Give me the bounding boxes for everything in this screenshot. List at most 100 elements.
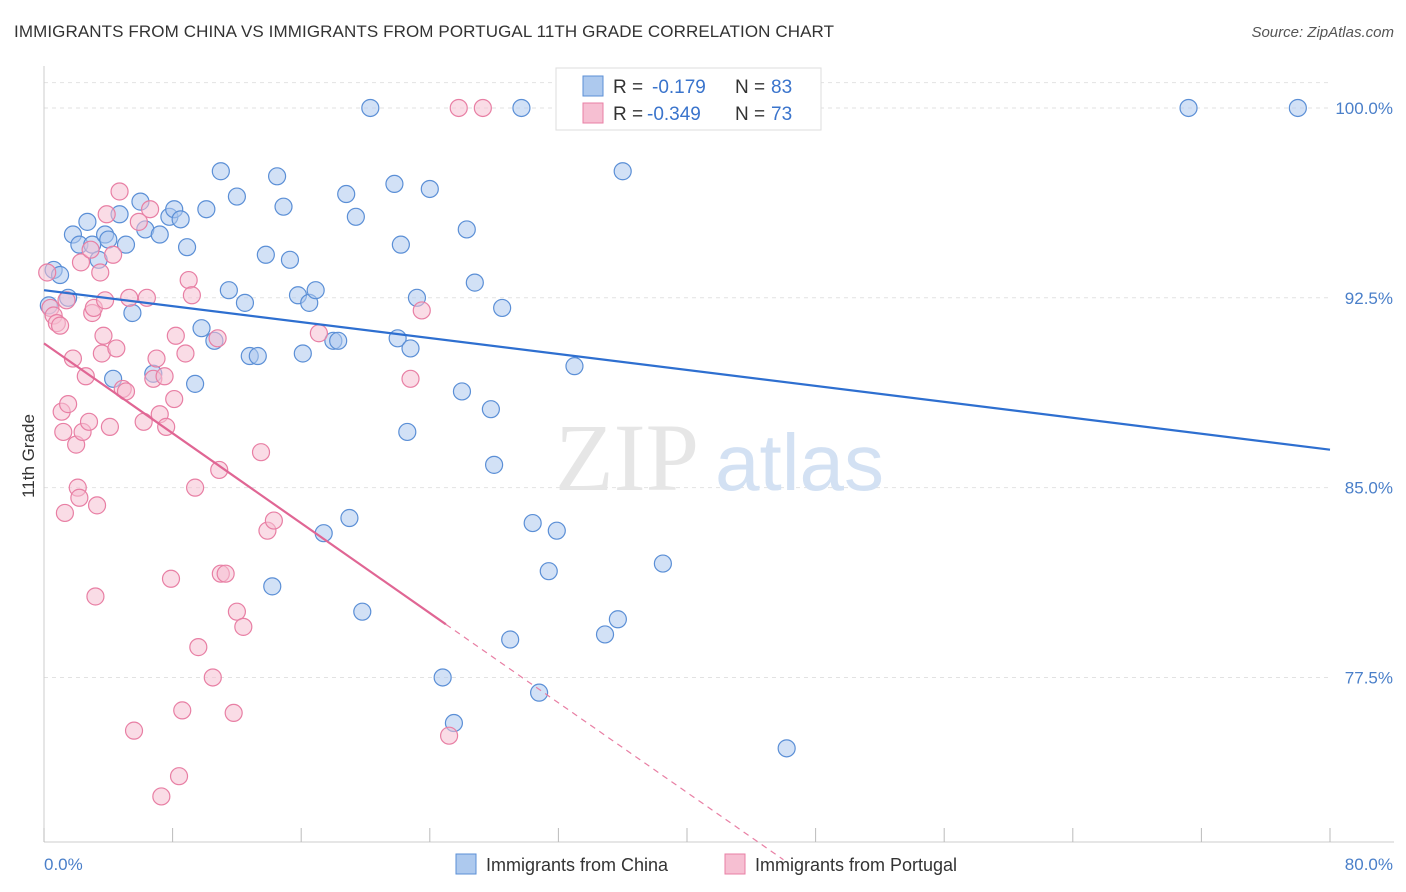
- scatter-point-china: [248, 346, 267, 366]
- scatter-point-portugal: [91, 263, 110, 282]
- scatter-point-portugal: [186, 478, 205, 497]
- y-tick-label: 100.0%: [1335, 99, 1393, 118]
- scatter-point-portugal: [107, 339, 126, 358]
- scatter-point-portugal: [439, 726, 459, 745]
- scatter-point-china: [267, 167, 287, 186]
- scatter-point-portugal: [161, 569, 181, 588]
- scatter-point-china: [385, 174, 404, 194]
- scatter-point-portugal: [50, 316, 70, 335]
- scatter-point-china: [123, 303, 142, 323]
- scatter-point-china: [493, 298, 512, 318]
- scatter-point-portugal: [104, 245, 123, 264]
- scatter-point-portugal: [38, 263, 57, 282]
- scatter-point-china: [116, 235, 136, 254]
- scatter-point-portugal: [147, 349, 166, 368]
- scatter-point-portugal: [59, 395, 78, 414]
- scatter-point-china: [346, 207, 365, 226]
- scatter-point-china: [523, 513, 542, 533]
- scatter-point-portugal: [401, 369, 420, 388]
- scatter-point-portugal: [54, 422, 73, 442]
- scatter-point-china: [280, 250, 300, 269]
- scatter-point-china: [452, 382, 472, 401]
- scatter-point-portugal: [70, 488, 89, 507]
- legend-portugal-swatch: [582, 102, 604, 124]
- scatter-point-china: [1288, 98, 1307, 118]
- scatter-point-china: [398, 422, 417, 442]
- scatter-point-portugal: [76, 367, 95, 386]
- scatter-point-china: [401, 339, 420, 358]
- series-legend-china-swatch: [455, 853, 477, 875]
- x-tick-label-start: 0.0%: [44, 855, 83, 874]
- scatter-point-china: [777, 739, 796, 758]
- scatter-point-portugal: [124, 721, 144, 740]
- legend-portugal-n-value: 73: [771, 104, 792, 125]
- y-tick-label: 85.0%: [1345, 479, 1393, 498]
- scatter-point-portugal: [412, 301, 431, 320]
- scatter-point-china: [177, 238, 197, 257]
- series-legend-portugal-label: Immigrants from Portugal: [755, 855, 957, 875]
- scatter-point-portugal: [86, 587, 105, 606]
- trend-line-china: [43, 289, 1331, 451]
- scatter-point-portugal: [55, 503, 74, 523]
- grid-layer: [44, 82, 1330, 678]
- series-legend-china-label: Immigrants from China: [486, 855, 669, 875]
- scatter-point-china: [539, 562, 558, 581]
- trend-line-dashed-portugal: [445, 623, 784, 861]
- legend-china-r-value: -0.179: [652, 77, 706, 98]
- scatter-point-china: [653, 554, 672, 573]
- tick-label-layer: 77.5% 85.0% 92.5% 100.0% 0.0% 80.0%: [44, 99, 1393, 874]
- axes-layer: [43, 66, 1394, 843]
- scatter-point-portugal: [234, 617, 253, 636]
- scatter-point-china: [293, 344, 312, 363]
- scatter-point-portugal: [110, 182, 129, 201]
- scatter-point-china: [219, 281, 238, 300]
- y-tick-label: 92.5%: [1345, 289, 1393, 308]
- scatter-point-china: [150, 225, 169, 244]
- chart-title: IMMIGRANTS FROM CHINA VS IMMIGRANTS FROM…: [14, 22, 835, 41]
- scatter-point-portugal: [224, 703, 243, 723]
- scatter-point-portugal: [203, 668, 222, 687]
- scatter-point-portugal: [264, 511, 283, 530]
- scatter-point-china: [595, 625, 615, 644]
- scatter-point-portugal: [251, 443, 271, 462]
- y-axis-label: 11th Grade: [19, 414, 38, 498]
- scatter-point-china: [274, 197, 293, 216]
- legend-portugal-r-label: R =: [613, 104, 643, 125]
- scatter-point-china: [186, 374, 205, 393]
- scatter-point-china: [391, 235, 410, 254]
- watermark: ZIP atlas: [555, 404, 884, 511]
- scatter-point-portugal: [152, 787, 171, 806]
- watermark-zip: ZIP: [555, 404, 699, 511]
- scatter-point-portugal: [208, 329, 227, 348]
- scatter-point-portugal: [173, 701, 192, 720]
- scatter-point-china: [353, 602, 372, 621]
- scatter-point-china: [481, 400, 500, 419]
- scatter-point-portugal: [216, 564, 235, 583]
- scatter-point-portugal: [176, 344, 195, 363]
- scatter-point-china: [329, 331, 348, 350]
- scatter-point-china: [433, 668, 452, 687]
- series-legend-portugal-swatch: [724, 853, 746, 875]
- scatter-point-china: [211, 162, 230, 181]
- scatter-point-china: [613, 162, 632, 181]
- legend-china-swatch: [582, 75, 604, 97]
- points-layer: [38, 98, 1307, 806]
- scatter-point-china: [337, 184, 356, 204]
- watermark-atlas: atlas: [715, 418, 884, 507]
- scatter-point-china: [530, 683, 549, 702]
- scatter-point-china: [99, 230, 118, 249]
- scatter-point-china: [256, 245, 275, 264]
- scatter-point-china: [608, 610, 627, 629]
- scatter-point-portugal: [57, 291, 76, 310]
- scatter-point-portugal: [79, 412, 99, 431]
- scatter-point-portugal: [95, 291, 115, 310]
- scatter-point-portugal: [473, 98, 492, 118]
- scatter-point-portugal: [189, 638, 208, 657]
- scatter-point-portugal: [165, 389, 184, 409]
- scatter-point-portugal: [81, 240, 100, 259]
- scatter-point-portugal: [179, 270, 198, 290]
- scatter-point-china: [197, 200, 216, 219]
- scatter-point-china: [465, 273, 484, 292]
- legend-china-n-value: 83: [771, 77, 792, 98]
- scatter-point-china: [512, 98, 531, 118]
